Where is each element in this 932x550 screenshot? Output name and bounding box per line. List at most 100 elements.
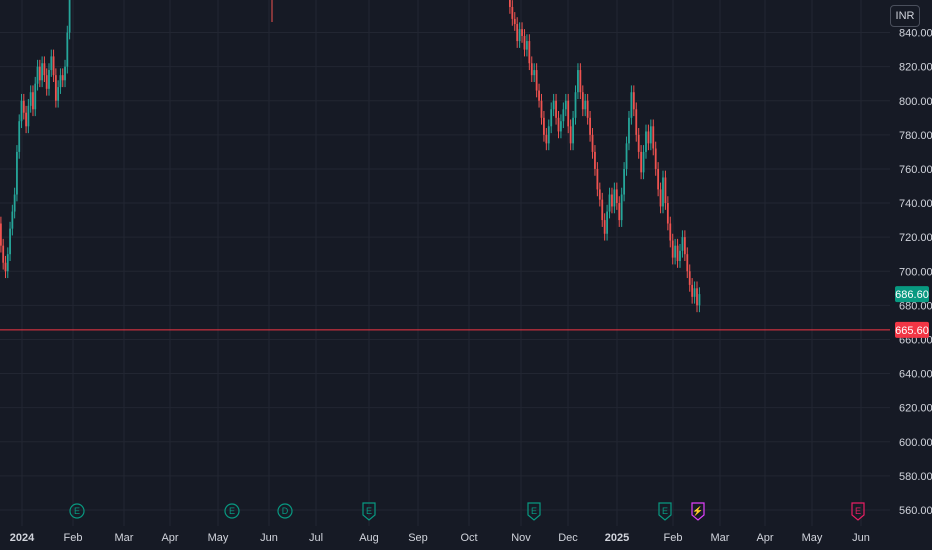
event-markers: E E D E E E ⚡ E	[69, 502, 865, 521]
candle-body	[572, 117, 574, 144]
y-axis: 560.00580.00600.00620.00640.00660.00680.…	[899, 28, 932, 517]
candle-body	[552, 100, 555, 110]
candle-body	[586, 100, 589, 118]
candle-body	[509, 0, 511, 7]
candle-body	[13, 194, 16, 212]
candle-body	[540, 100, 543, 118]
event-marker-label: E	[855, 506, 861, 516]
candle-body	[628, 117, 630, 144]
candle-body	[635, 109, 638, 135]
level-price-badge: 665.60	[895, 325, 929, 337]
x-tick-label: Nov	[511, 532, 531, 544]
candle-body	[43, 63, 46, 76]
price-badges: 686.60 665.60	[895, 286, 929, 338]
event-marker-label: E	[229, 506, 235, 516]
y-tick-label: 580.00	[899, 471, 932, 483]
y-tick-label: 700.00	[899, 266, 932, 278]
candle-body	[564, 100, 567, 110]
candle-body	[618, 203, 621, 221]
last-price-badge-bg	[895, 286, 929, 303]
candle-body	[589, 117, 591, 135]
candle-body	[669, 223, 672, 241]
candle-body	[577, 70, 579, 93]
candle-body	[623, 168, 626, 195]
candle-body	[54, 75, 57, 101]
candle-body	[545, 134, 548, 144]
x-tick-label: Jun	[260, 532, 278, 544]
candle-body	[521, 29, 523, 36]
candle-body	[603, 220, 606, 234]
candle-body	[27, 105, 30, 127]
candle-body	[518, 29, 521, 42]
candle-body	[574, 92, 577, 118]
event-marker-label: E	[662, 506, 668, 516]
candle-body	[598, 189, 601, 200]
candle-body	[36, 66, 39, 84]
event-marker-label: D	[282, 506, 289, 516]
candle-body	[696, 288, 698, 306]
candle-body	[547, 126, 550, 144]
candle-body	[645, 131, 647, 152]
event-marker-pin	[691, 502, 705, 521]
x-tick-label: Sep	[408, 532, 428, 544]
y-tick-label: 840.00	[899, 28, 932, 40]
candle-body	[594, 151, 596, 169]
candle-body	[0, 223, 2, 246]
candle-body	[654, 148, 657, 169]
candle-body	[50, 56, 53, 71]
candle-body	[657, 168, 660, 190]
candle-body	[606, 211, 608, 234]
candle-body	[16, 151, 18, 195]
x-tick-label: 2024	[10, 532, 35, 544]
x-tick-label: Feb	[64, 532, 83, 544]
y-tick-label: 600.00	[899, 437, 932, 449]
candle-body	[38, 66, 41, 81]
candle-body	[52, 56, 55, 76]
y-tick-label: 620.00	[899, 403, 932, 415]
candle-body	[41, 63, 44, 81]
x-tick-label: Mar	[711, 532, 730, 544]
candle-body	[22, 100, 25, 113]
x-tick-label: Dec	[558, 532, 578, 544]
candle-body	[68, 0, 71, 33]
event-marker-label: E	[366, 506, 372, 516]
candle-body	[647, 131, 650, 144]
candle-body	[20, 100, 23, 122]
candle-body	[528, 41, 531, 64]
candle-body	[555, 100, 557, 118]
candle-body	[632, 92, 635, 110]
candle-body	[581, 92, 584, 110]
candle-body	[611, 194, 613, 207]
x-tick-label: Apr	[161, 532, 178, 544]
y-tick-label: 560.00	[899, 505, 932, 517]
candle-body	[601, 199, 604, 221]
candle-body	[25, 112, 27, 127]
candle-body	[569, 126, 572, 144]
candle-body	[683, 237, 686, 255]
candle-body	[34, 83, 37, 110]
candle-body	[66, 32, 69, 67]
candle-body	[550, 109, 553, 127]
candle-body	[557, 117, 560, 132]
candle-body	[57, 87, 60, 101]
level-price-badge-bg	[895, 321, 929, 338]
grid-lines	[0, 0, 890, 526]
x-tick-label: Mar	[115, 532, 134, 544]
x-tick-label: Jul	[309, 532, 323, 544]
event-marker-pin	[851, 502, 865, 521]
candle-body	[64, 66, 66, 81]
candle-body	[613, 189, 616, 207]
event-marker-pin	[658, 502, 672, 521]
candle-body	[535, 70, 538, 91]
x-axis: 2024 Feb Mar Apr May Jun Jul Aug Sep Oct Nov Dec 202…	[10, 532, 870, 544]
candle-body	[620, 194, 623, 221]
candle-body	[615, 189, 618, 204]
candle-body	[526, 41, 528, 50]
x-tick-label: May	[208, 532, 229, 544]
candle-body	[625, 143, 628, 169]
currency-button[interactable]: INR	[890, 5, 920, 27]
candle-body	[698, 294, 701, 306]
candle-body	[511, 6, 514, 19]
candle-body	[671, 240, 674, 258]
